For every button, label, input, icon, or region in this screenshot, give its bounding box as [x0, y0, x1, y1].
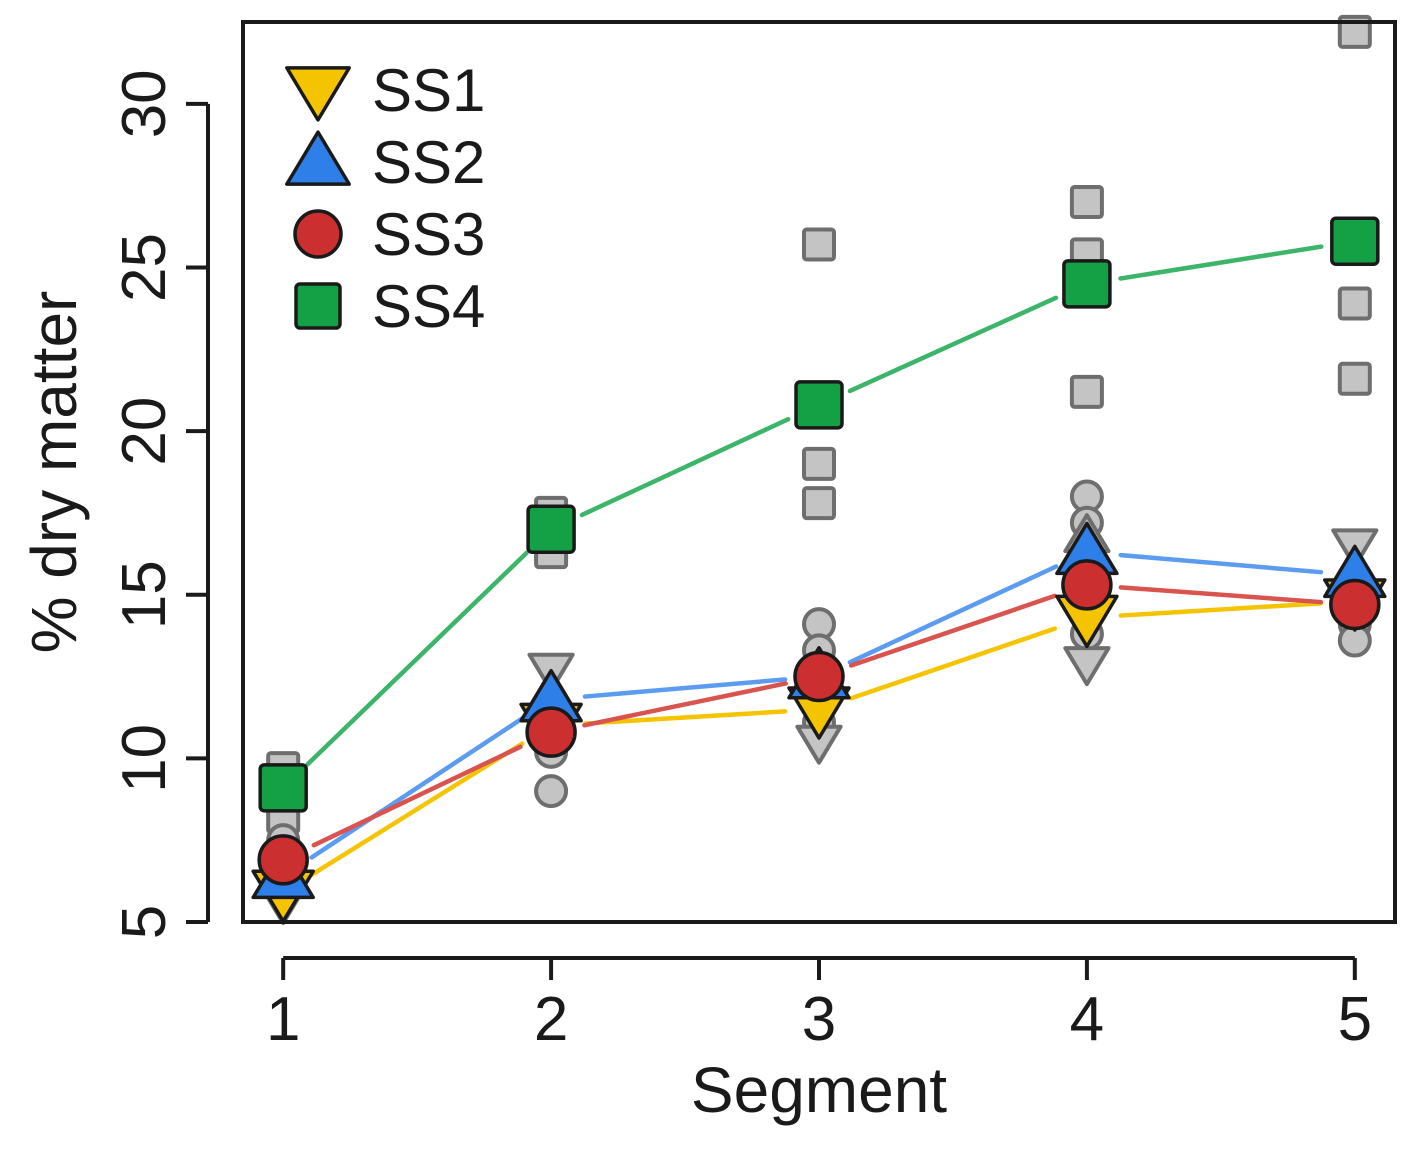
- mean-point-ss3: [257, 834, 309, 886]
- mean-point-ss3: [1061, 559, 1113, 611]
- series-line-ss2: [847, 564, 1059, 665]
- series-line-ss2: [309, 715, 525, 860]
- y-tick-label: 15: [110, 560, 179, 629]
- mean-point-ss4: [794, 380, 844, 430]
- replicate-point: [802, 446, 836, 481]
- mean-point-ss3: [1329, 578, 1381, 631]
- legend-label-ss1: SS1: [372, 57, 485, 124]
- series-line-ss4: [1118, 244, 1324, 281]
- replicate-point: [802, 227, 836, 262]
- series-line-ss3: [582, 681, 788, 728]
- replicate-point: [1337, 286, 1372, 321]
- legend-label-ss3: SS3: [372, 201, 485, 268]
- legend-marker-ss1: [285, 66, 351, 122]
- legend-label-ss4: SS4: [372, 273, 485, 340]
- replicate-point: [802, 486, 836, 521]
- plot-frame: [241, 20, 1397, 924]
- x-tick-label: 3: [802, 985, 836, 1054]
- replicate-point: [1337, 361, 1372, 396]
- series-line-ss4: [579, 416, 791, 518]
- legend-marker-ss4: [294, 282, 342, 330]
- replicate-point: [534, 774, 569, 809]
- legend-marker-ss2: [285, 130, 351, 186]
- x-tick-label: 2: [534, 985, 568, 1054]
- mean-point-ss4: [258, 763, 308, 813]
- series-line-ss1: [309, 741, 525, 877]
- series-line-ss2: [1118, 552, 1324, 575]
- series-line-ss3: [311, 744, 523, 848]
- replicate-point: [1069, 374, 1104, 409]
- y-axis-title: % dry matter: [18, 291, 90, 654]
- series-lines-layer: [305, 244, 1324, 877]
- replicate-point: [1063, 646, 1111, 687]
- series-line-ss2: [582, 677, 788, 699]
- x-tick-label: 4: [1070, 985, 1104, 1054]
- axes-layer: 1 2 3 4 5 5 10 15 20 25 30: [110, 69, 1372, 1054]
- mean-point-ss4: [526, 504, 576, 555]
- y-tick-label: 10: [110, 724, 179, 793]
- x-tick-label: 5: [1338, 985, 1372, 1054]
- mean-point-ss4: [1330, 216, 1380, 267]
- y-tick-label: 30: [110, 69, 179, 138]
- mean-point-ss4: [1062, 259, 1112, 309]
- y-tick-label: 25: [110, 233, 179, 302]
- series-line-ss3: [848, 593, 1057, 668]
- y-tick-label: 5: [110, 905, 179, 939]
- series-line-ss1: [848, 626, 1057, 701]
- series-line-ss4: [847, 295, 1059, 394]
- legend-marker-ss3: [293, 209, 343, 259]
- replicate-point: [1337, 14, 1372, 49]
- replicate-point: [1069, 185, 1104, 219]
- mean-point-ss3: [793, 650, 845, 703]
- x-tick-label: 1: [266, 985, 300, 1054]
- y-tick-label: 20: [110, 397, 179, 466]
- series-line-ss1: [582, 709, 788, 726]
- x-axis-title: Segment: [691, 1054, 947, 1126]
- mean-point-ss3: [525, 706, 577, 758]
- series-means-layer: [251, 216, 1387, 924]
- series-line-ss3: [1118, 585, 1324, 605]
- legend-label-ss2: SS2: [372, 129, 485, 196]
- series-line-ss1: [1118, 601, 1324, 618]
- series-line-ss4: [305, 550, 529, 767]
